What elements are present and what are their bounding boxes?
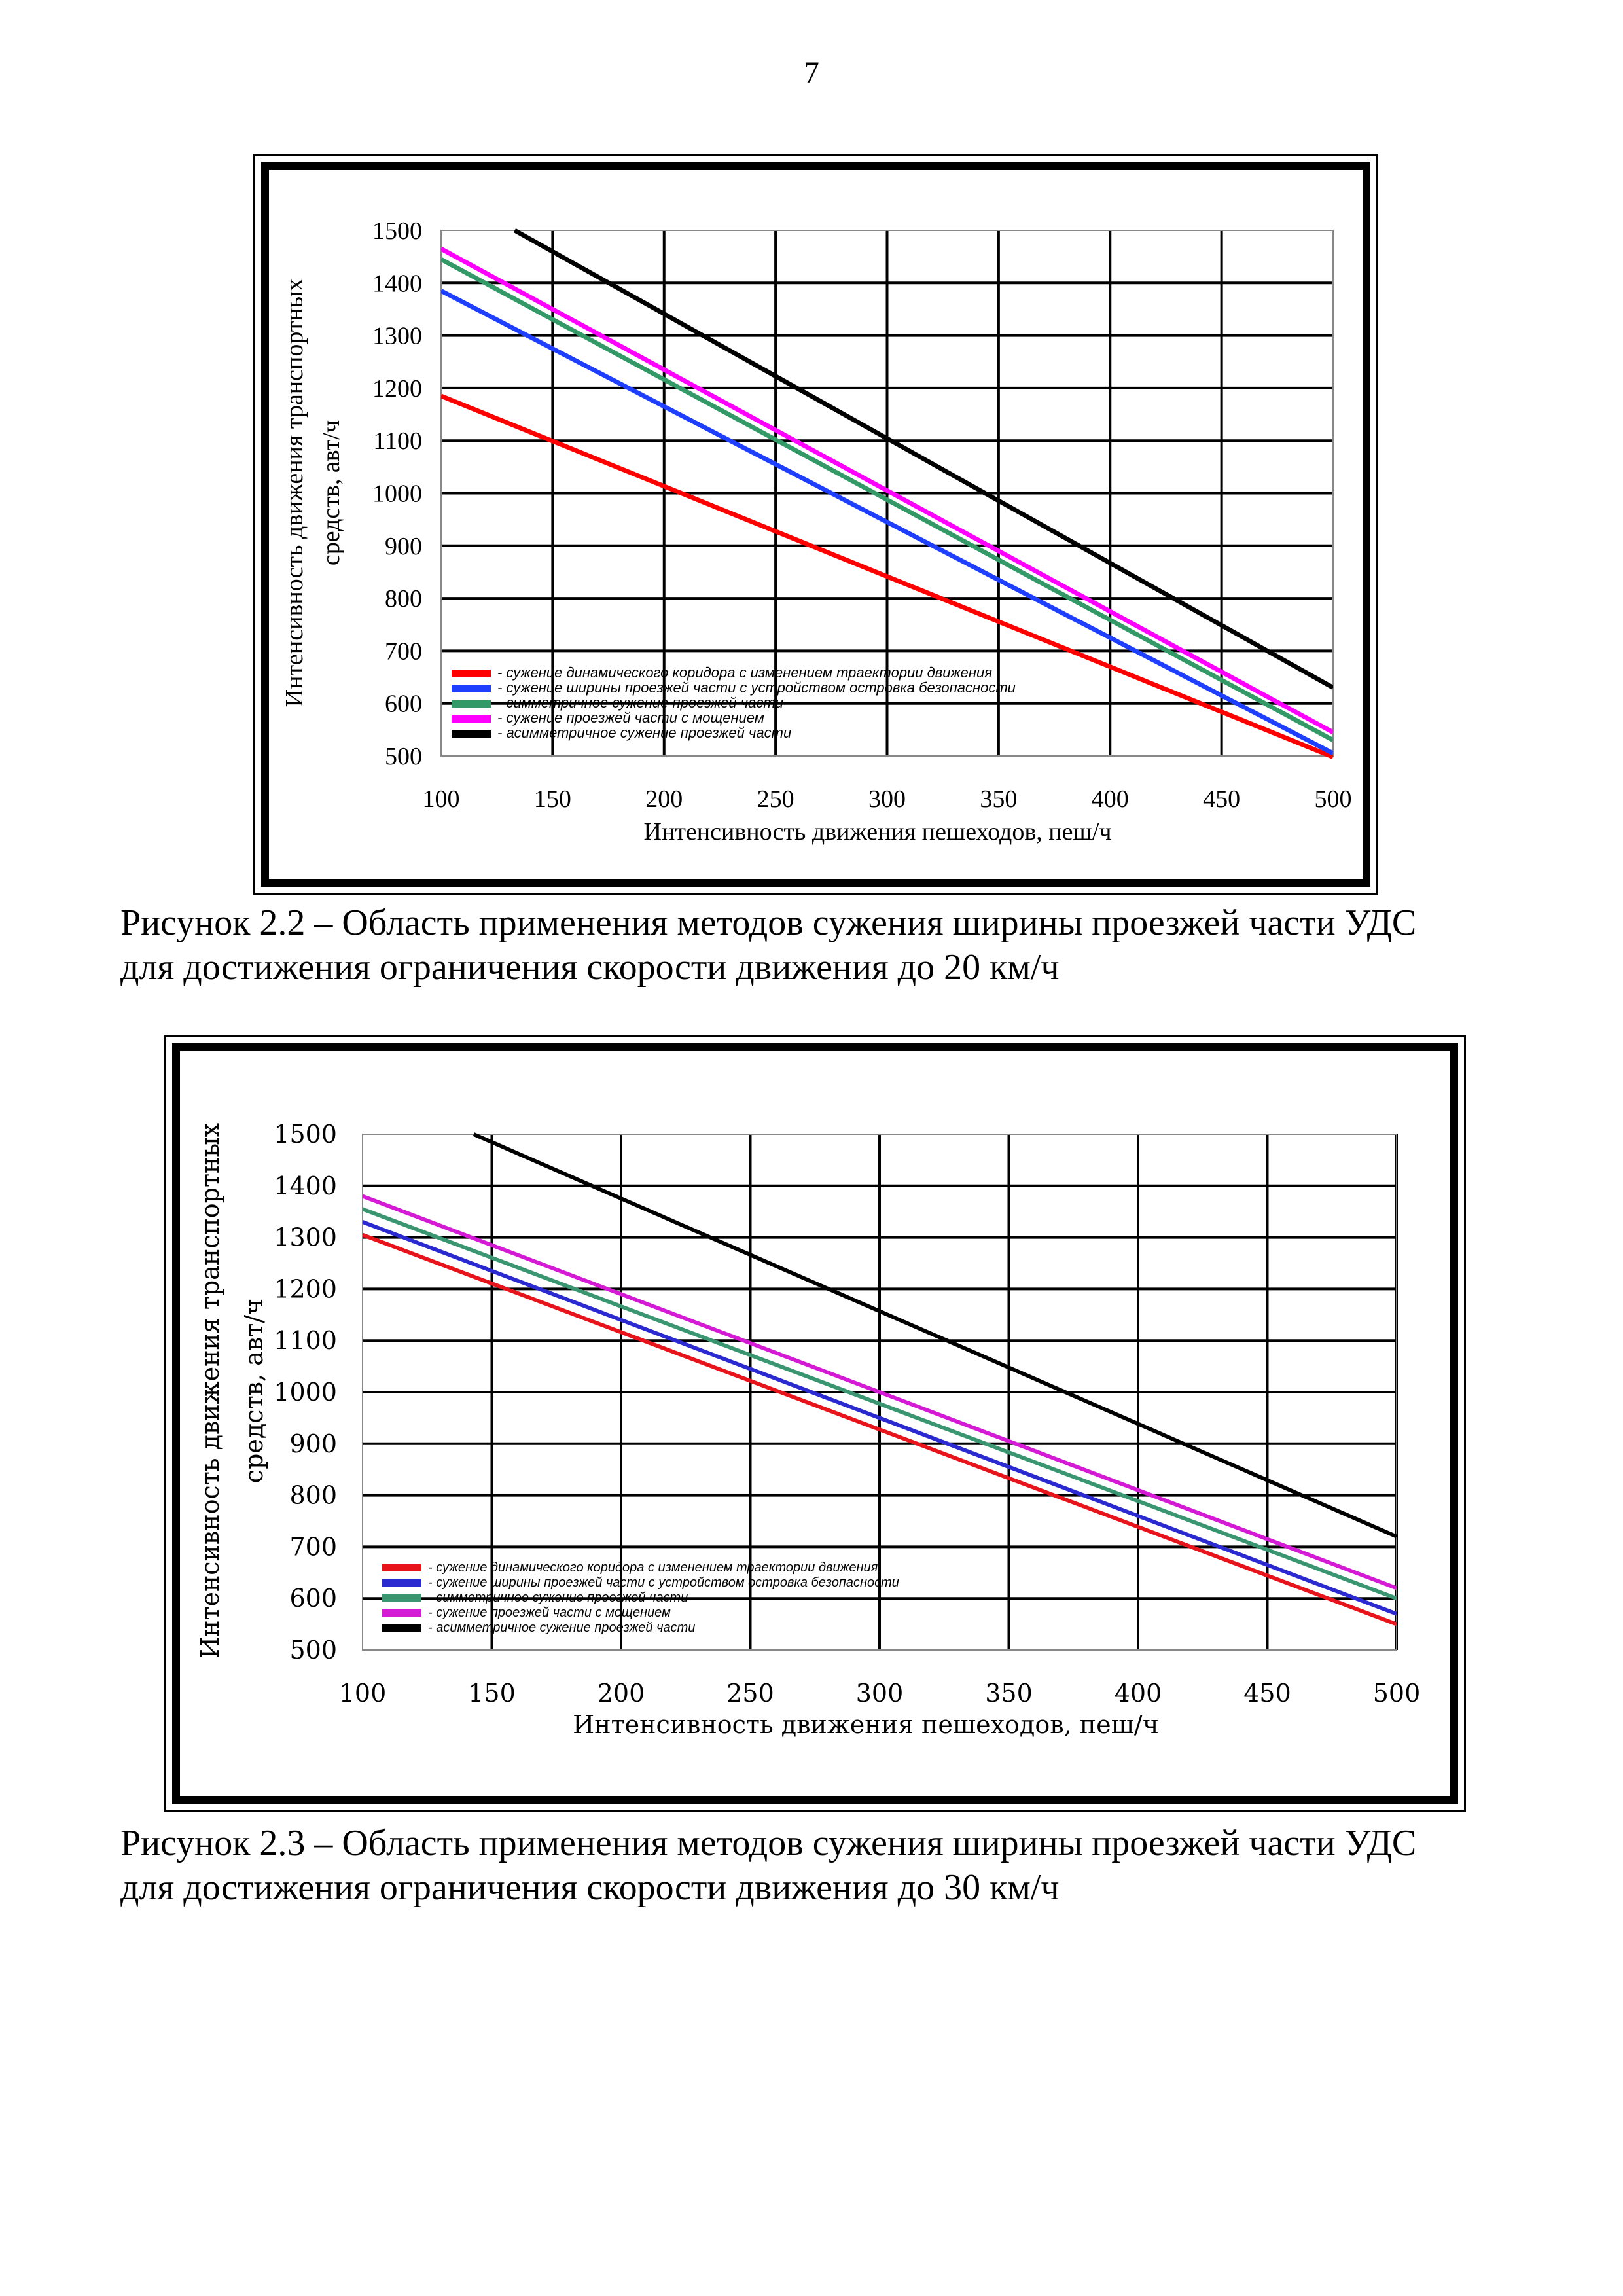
legend-label: - симметричное сужение проезжей части: [428, 1590, 688, 1605]
y-tick-label: 1300: [274, 1223, 337, 1252]
x-tick-label: 350: [980, 785, 1017, 813]
x-tick-label: 350: [985, 1679, 1033, 1708]
y-tick-label: 1000: [372, 480, 422, 508]
legend-swatch: [382, 1624, 421, 1632]
legend-label: - симметричное сужение проезжей части: [497, 694, 783, 711]
legend-swatch: [382, 1609, 421, 1617]
legend-swatch: [452, 730, 491, 738]
series-line: [441, 393, 1333, 759]
y-tick-label: 1200: [372, 375, 422, 403]
legend-label: - сужение ширины проезжей части с устрой…: [428, 1575, 899, 1590]
x-tick-label: 100: [339, 1679, 387, 1708]
x-axis-label: Интенсивность движения пешеходов, пеш/ч: [644, 818, 1112, 846]
y-tick-label: 800: [289, 1481, 337, 1510]
series-line: [441, 247, 1333, 734]
chart-svg: 100 150 200 250 300 350 400 450 500 500 600 700 800 9…: [196, 1120, 1421, 1739]
y-tick-label: 700: [289, 1532, 337, 1561]
x-tick-label: 250: [726, 1679, 774, 1708]
series-line: [363, 1194, 1397, 1590]
x-tick-label: 250: [757, 785, 794, 813]
x-tick-label: 400: [1115, 1679, 1162, 1708]
chart-border: [172, 1043, 1458, 1804]
y-tick-label: 600: [289, 1584, 337, 1613]
legend-swatch: [452, 685, 491, 692]
x-tick-label: 450: [1243, 1679, 1291, 1708]
legend-swatch: [452, 700, 491, 708]
caption-line: для достижения ограничения скорости движ…: [120, 947, 1060, 988]
legend-label: - асимметричное сужение проезжей части: [428, 1621, 695, 1635]
y-tick-label: 1500: [274, 1120, 337, 1149]
y-axis-label: средств, авт/ч: [317, 420, 345, 565]
figure-2-3-chart: 100 150 200 250 300 350 400 450 500 500 600 700 800 9…: [164, 1035, 1466, 1812]
y-tick-label: 1400: [274, 1172, 337, 1200]
x-tick-label: 100: [423, 785, 460, 813]
legend-label: - сужение динамического коридора с измен…: [428, 1560, 878, 1575]
series-line: [363, 1232, 1397, 1626]
x-tick-label: 300: [856, 1679, 904, 1708]
legend-swatch: [452, 670, 491, 677]
series-line: [363, 1220, 1397, 1616]
y-tick-label: 1200: [274, 1274, 337, 1303]
series-line: [441, 289, 1333, 756]
legend-label: - сужение динамического коридора с измен…: [497, 664, 992, 681]
legend-label: - сужение проезжей части с мощением: [428, 1605, 671, 1620]
y-axis-label: средств, авт/ч: [240, 1299, 268, 1483]
series-line: [441, 257, 1333, 742]
legend-label: - сужение ширины проезжей части с устрой…: [497, 679, 1016, 696]
series-line: [513, 228, 1333, 690]
legend-label: - асимметричное сужение проезжей части: [497, 725, 791, 741]
figure-2-2-chart: 100 150 200 250 300 350 400 450 500 500 600 700 800 9…: [253, 154, 1378, 895]
x-tick-label: 500: [1373, 1679, 1421, 1708]
x-tick-label: 300: [868, 785, 906, 813]
legend-swatch: [452, 715, 491, 723]
plot-area: [362, 1134, 1397, 1651]
caption-line: для достижения ограничения скорости движ…: [120, 1867, 1060, 1908]
y-tick-label: 800: [385, 585, 422, 613]
x-tick-label: 200: [645, 785, 683, 813]
y-tick-label: 1300: [372, 323, 422, 350]
plot-area: [440, 230, 1334, 757]
chart-svg: 100 150 200 250 300 350 400 450 500 500 600 700 800 9…: [281, 217, 1352, 846]
y-tick-label: 900: [289, 1429, 337, 1458]
series-line: [363, 1207, 1397, 1601]
caption-line: Рисунок 2.2 – Область применения методов…: [120, 903, 1417, 943]
y-tick-label: 1000: [274, 1378, 337, 1407]
x-tick-label: 400: [1092, 785, 1129, 813]
x-tick-label: 200: [597, 1679, 645, 1708]
page-number: 7: [804, 56, 819, 90]
y-tick-label: 1100: [373, 427, 422, 455]
y-axis-label: Интенсивность движения транспортных: [196, 1123, 224, 1659]
caption-line: Рисунок 2.3 – Область применения методов…: [120, 1823, 1417, 1863]
y-tick-label: 700: [385, 637, 422, 665]
y-axis-label: Интенсивность движения транспортных: [281, 279, 308, 708]
x-tick-label: 500: [1315, 785, 1352, 813]
x-tick-label: 150: [468, 1679, 516, 1708]
x-tick-label: 150: [534, 785, 571, 813]
y-tick-label: 600: [385, 691, 422, 718]
legend-swatch: [382, 1579, 421, 1587]
y-tick-label: 900: [385, 533, 422, 560]
figure-caption: Рисунок 2.3 – Область применения методов…: [120, 1821, 1514, 1910]
x-axis-label: Интенсивность движения пешеходов, пеш/ч: [573, 1710, 1159, 1739]
y-tick-label: 1400: [372, 270, 422, 297]
y-tick-label: 1500: [372, 217, 422, 245]
figure-caption: Рисунок 2.2 – Область применения методов…: [120, 901, 1514, 990]
legend-label: - сужение проезжей части с мощением: [497, 709, 764, 726]
legend-swatch: [382, 1594, 421, 1602]
legend-swatch: [382, 1564, 421, 1571]
chart-border: [261, 162, 1370, 887]
y-tick-label: 500: [385, 743, 422, 770]
x-tick-label: 450: [1203, 785, 1240, 813]
series-line: [473, 1132, 1397, 1539]
y-tick-label: 1100: [274, 1326, 337, 1355]
y-tick-label: 500: [289, 1636, 337, 1664]
